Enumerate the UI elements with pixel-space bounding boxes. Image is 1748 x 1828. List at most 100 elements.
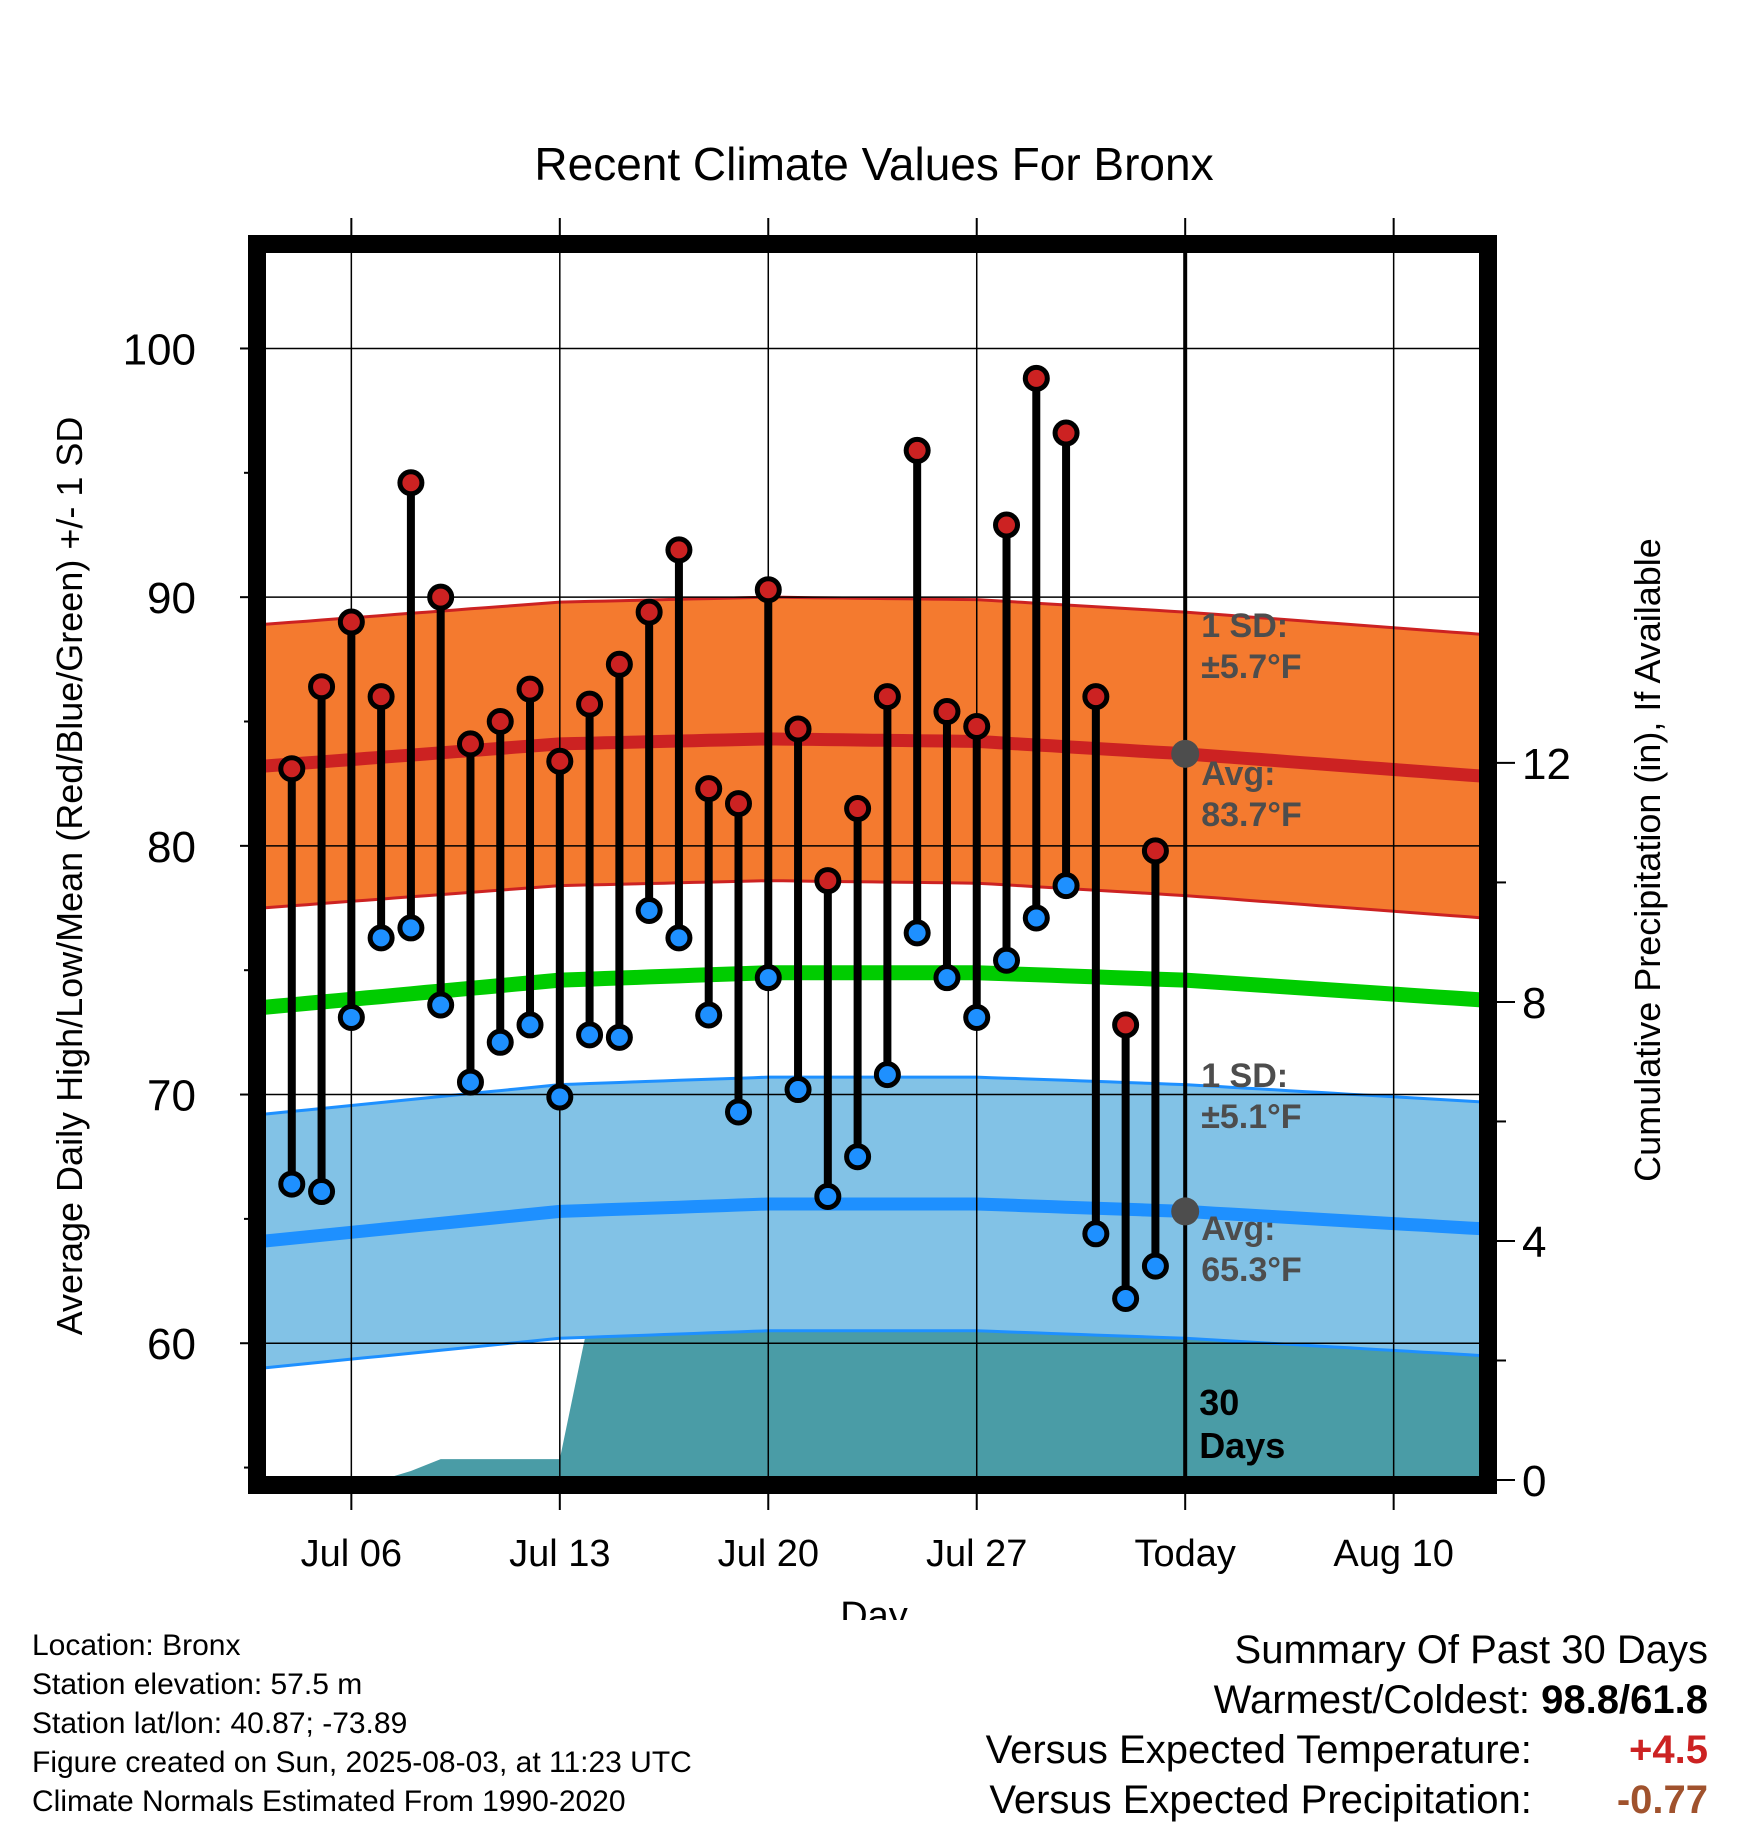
high-point <box>308 673 336 701</box>
high-point <box>665 536 693 564</box>
high-point <box>635 598 663 626</box>
low-point <box>1112 1284 1140 1312</box>
low-point <box>486 1028 514 1056</box>
latlon-text: Station lat/lon: 40.87; -73.89 <box>32 1707 408 1740</box>
low-sd-band <box>262 1077 1483 1369</box>
high-point <box>397 469 425 497</box>
high-avg-label: Avg: <box>1201 755 1275 793</box>
temp-row: Versus Expected Temperature: +4.5 <box>986 1725 1708 1775</box>
plot-frame <box>248 235 1497 1494</box>
high-point <box>1082 683 1110 711</box>
low-point <box>814 1182 842 1210</box>
x-tick-label: Jul 20 <box>718 1533 819 1575</box>
x-tick-label: Today <box>1134 1533 1235 1575</box>
low-avg-label: Avg: <box>1201 1210 1275 1248</box>
high-point <box>784 715 812 743</box>
low-point <box>963 1003 991 1031</box>
high-point <box>1052 419 1080 447</box>
low-point <box>1082 1220 1110 1248</box>
low-point <box>933 964 961 992</box>
high-point <box>933 698 961 726</box>
summary-panel: Summary Of Past 30 Days Warmest/Coldest:… <box>986 1625 1708 1825</box>
low-point <box>1022 904 1050 932</box>
high-point <box>814 867 842 895</box>
y-tick-label: 60 <box>147 1320 196 1369</box>
low-point <box>308 1178 336 1206</box>
high-point <box>427 583 455 611</box>
elevation-text: Station elevation: 57.5 m <box>32 1668 363 1701</box>
y-tick-label: 70 <box>147 1072 196 1121</box>
low-point <box>1141 1252 1169 1280</box>
today-days-label-line2: Days <box>1199 1425 1285 1466</box>
high-sd-band-upper-edge <box>262 595 1483 636</box>
low-sd-label: 1 SD: <box>1201 1057 1288 1095</box>
chart-title: Recent Climate Values For Bronx <box>534 138 1213 190</box>
high-point <box>278 755 306 783</box>
low-point <box>516 1011 544 1039</box>
high-point <box>724 790 752 818</box>
y-tick-label: 80 <box>147 823 196 872</box>
precip-label: Versus Expected Precipitation: <box>989 1778 1532 1822</box>
low-point <box>367 924 395 952</box>
low-point <box>337 1003 365 1031</box>
low-sd-value: ±5.1°F <box>1201 1098 1301 1136</box>
low-point <box>754 964 782 992</box>
high-point <box>546 747 574 775</box>
high-sd-band-lower-edge <box>262 879 1483 920</box>
y-tick-label: 90 <box>147 574 196 623</box>
high-sd-label: 1 SD: <box>1201 607 1288 645</box>
climate-chart: Recent Climate Values For Bronx 1 SD:±5.… <box>49 138 1668 1620</box>
high-point <box>1112 1011 1140 1039</box>
low-point <box>427 991 455 1019</box>
low-avg-value: 65.3°F <box>1201 1251 1302 1289</box>
high-point <box>367 683 395 711</box>
x-tick-label: Jul 13 <box>509 1533 610 1575</box>
high-sd-value: ±5.7°F <box>1201 648 1301 686</box>
high-point <box>903 436 931 464</box>
low-point <box>546 1083 574 1111</box>
created-text: Figure created on Sun, 2025-08-03, at 11… <box>32 1746 692 1779</box>
temp-label: Versus Expected Temperature: <box>985 1728 1532 1772</box>
warm-cold-row: Warmest/Coldest: 98.8/61.8 <box>986 1675 1708 1725</box>
y2-tick-label: 0 <box>1522 1457 1546 1506</box>
normal-mean-line <box>262 965 1483 1015</box>
location-text: Location: Bronx <box>32 1629 241 1662</box>
low-point <box>605 1023 633 1051</box>
high-point <box>605 650 633 678</box>
x-tick-label: Jul 06 <box>301 1533 402 1575</box>
high-point <box>963 712 991 740</box>
high-point <box>576 690 604 718</box>
low-point <box>397 914 425 942</box>
y2-tick-label: 12 <box>1522 740 1571 789</box>
y2-tick-label: 4 <box>1522 1218 1546 1267</box>
low-point <box>993 946 1021 974</box>
y2-axis-label: Cumulative Precipitation (in), If Availa… <box>1627 538 1668 1182</box>
high-point <box>754 576 782 604</box>
normals-text: Climate Normals Estimated From 1990-2020 <box>32 1785 626 1818</box>
today-low-normal-marker <box>1171 1197 1200 1226</box>
y-tick-label: 100 <box>123 325 196 374</box>
high-point <box>456 730 484 758</box>
high-avg-value: 83.7°F <box>1201 796 1302 834</box>
x-axis-label: Day <box>840 1595 908 1620</box>
high-point <box>695 775 723 803</box>
high-point <box>873 683 901 711</box>
low-point <box>873 1061 901 1089</box>
warm-cold-value: 98.8/61.8 <box>1541 1678 1708 1722</box>
today-days-label-line1: 30 <box>1199 1382 1239 1423</box>
low-point <box>665 924 693 952</box>
high-point <box>516 675 544 703</box>
low-point <box>456 1068 484 1096</box>
low-point <box>695 1001 723 1029</box>
high-point <box>337 608 365 636</box>
high-sd-band <box>262 597 1483 918</box>
high-point <box>993 511 1021 539</box>
y-axis-label: Average Daily High/Low/Mean (Red/Blue/Gr… <box>49 417 90 1336</box>
high-point <box>1022 364 1050 392</box>
low-point <box>1052 872 1080 900</box>
low-point <box>844 1143 872 1171</box>
station-info: Location: Bronx Station elevation: 57.5 … <box>32 1626 692 1821</box>
high-point <box>844 795 872 823</box>
warm-cold-label: Warmest/Coldest: <box>1213 1678 1531 1722</box>
